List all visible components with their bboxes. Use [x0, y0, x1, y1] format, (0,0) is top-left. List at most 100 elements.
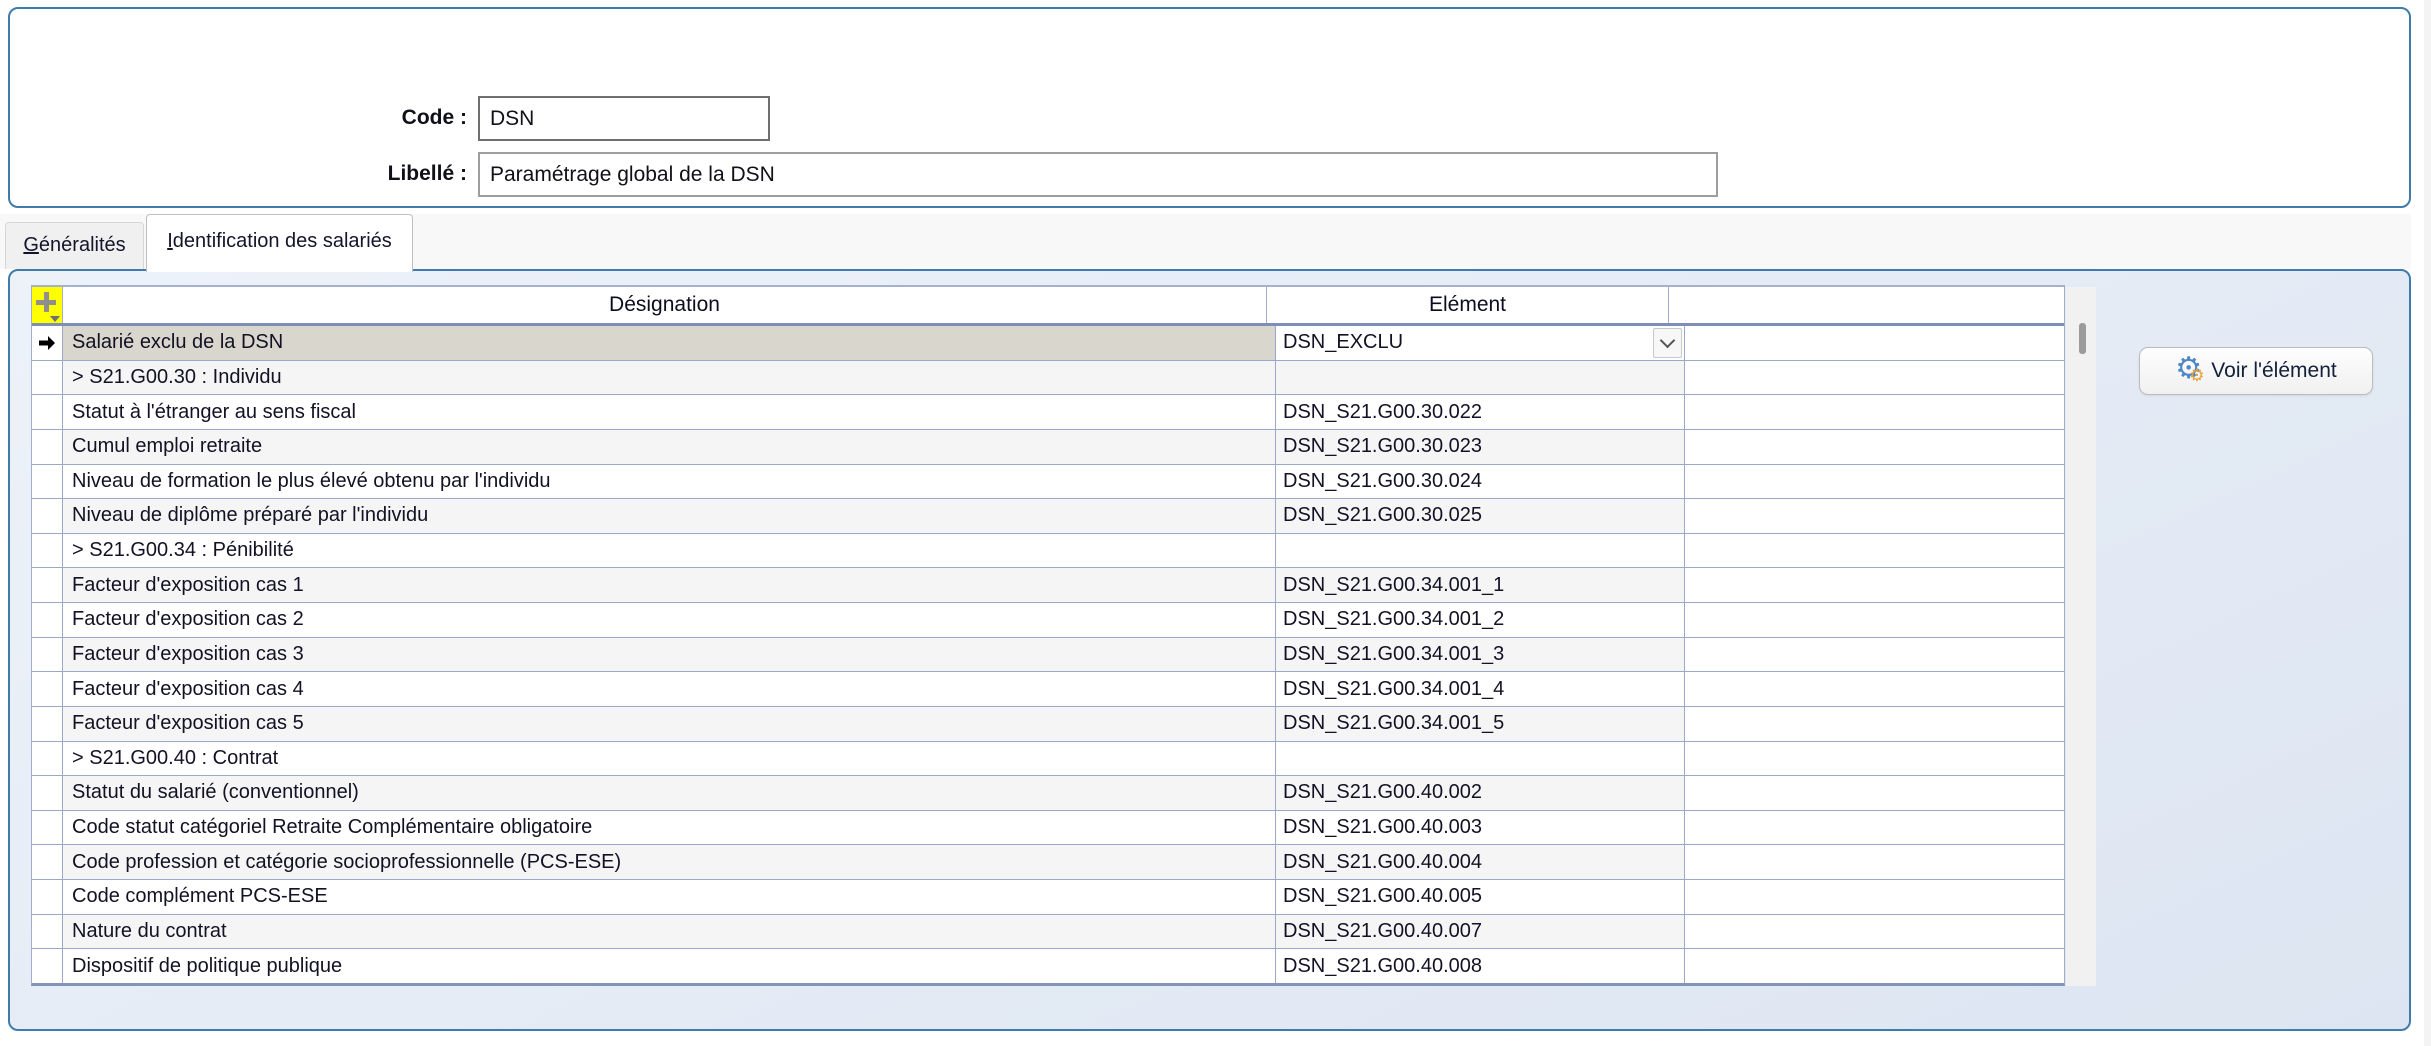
- table-row[interactable]: Facteur d'exposition cas 2 DSN_S21.G00.3…: [32, 603, 2064, 638]
- table-row[interactable]: Facteur d'exposition cas 4 DSN_S21.G00.3…: [32, 672, 2064, 707]
- row-selector-cell[interactable]: [32, 672, 63, 706]
- table-row[interactable]: Code profession et catégorie socioprofes…: [32, 845, 2064, 880]
- designation-cell[interactable]: > S21.G00.40 : Contrat: [63, 741, 1276, 776]
- row-selector-cell[interactable]: [32, 637, 63, 672]
- element-cell[interactable]: DSN_S21.G00.30.022: [1276, 395, 1685, 429]
- designation-cell[interactable]: Nature du contrat: [63, 914, 1276, 949]
- element-cell[interactable]: DSN_S21.G00.40.004: [1276, 845, 1685, 879]
- table-row[interactable]: Code complément PCS-ESE DSN_S21.G00.40.0…: [32, 880, 2064, 915]
- element-value: DSN_S21.G00.34.001_1: [1283, 573, 1505, 596]
- row-selector-cell[interactable]: [32, 741, 63, 776]
- table-row[interactable]: Facteur d'exposition cas 5 DSN_S21.G00.3…: [32, 706, 2064, 742]
- designation-cell[interactable]: Niveau de formation le plus élevé obtenu…: [63, 464, 1276, 499]
- blank-cell: [1685, 741, 2064, 776]
- vertical-scrollbar-thumb[interactable]: [2079, 323, 2086, 354]
- tab-generalites[interactable]: Généralités: [5, 222, 144, 269]
- libelle-field[interactable]: [478, 152, 1718, 197]
- designation-cell[interactable]: Dispositif de politique publique: [63, 949, 1276, 983]
- designation-cell[interactable]: Facteur d'exposition cas 1: [63, 568, 1276, 602]
- designation-cell[interactable]: Facteur d'exposition cas 3: [63, 637, 1276, 672]
- row-selector-cell[interactable]: [32, 776, 63, 810]
- row-selector-cell[interactable]: [32, 464, 63, 499]
- add-row-header-cell[interactable]: [32, 287, 63, 323]
- element-cell[interactable]: [1276, 741, 1685, 776]
- element-cell[interactable]: [1276, 533, 1685, 568]
- column-header-designation[interactable]: Désignation: [63, 287, 1267, 323]
- designation-cell[interactable]: Facteur d'exposition cas 2: [63, 603, 1276, 637]
- row-selector-cell[interactable]: [32, 533, 63, 568]
- designation-cell[interactable]: Code complément PCS-ESE: [63, 880, 1276, 914]
- row-selector-cell[interactable]: [32, 810, 63, 845]
- table-row[interactable]: Niveau de diplôme préparé par l'individu…: [32, 499, 2064, 534]
- element-cell[interactable]: DSN_S21.G00.40.007: [1276, 914, 1685, 949]
- designation-cell[interactable]: Code profession et catégorie socioprofes…: [63, 845, 1276, 879]
- element-dropdown-button[interactable]: [1653, 328, 1682, 358]
- table-row[interactable]: Statut à l'étranger au sens fiscal DSN_S…: [32, 395, 2064, 430]
- vertical-scrollbar[interactable]: [2066, 287, 2096, 986]
- column-header-blank: [1669, 287, 2064, 323]
- table-row[interactable]: > S21.G00.30 : Individu: [32, 360, 2064, 396]
- designation-cell[interactable]: Cumul emploi retraite: [63, 429, 1276, 464]
- designation-cell[interactable]: Statut du salarié (conventionnel): [63, 776, 1276, 810]
- table-row[interactable]: Dispositif de politique publique DSN_S21…: [32, 949, 2064, 983]
- designation-cell[interactable]: Facteur d'exposition cas 4: [63, 672, 1276, 706]
- blank-cell: [1685, 499, 2064, 533]
- element-cell[interactable]: DSN_S21.G00.30.023: [1276, 429, 1685, 464]
- element-cell[interactable]: DSN_S21.G00.40.005: [1276, 880, 1685, 914]
- table-row[interactable]: Cumul emploi retraite DSN_S21.G00.30.023: [32, 429, 2064, 465]
- element-cell[interactable]: DSN_S21.G00.40.002: [1276, 776, 1685, 810]
- element-cell[interactable]: DSN_S21.G00.30.024: [1276, 464, 1685, 499]
- element-value: DSN_S21.G00.34.001_4: [1283, 677, 1505, 700]
- element-cell[interactable]: DSN_S21.G00.34.001_5: [1276, 706, 1685, 741]
- table-row[interactable]: > S21.G00.34 : Pénibilité: [32, 533, 2064, 569]
- designation-cell[interactable]: > S21.G00.34 : Pénibilité: [63, 533, 1276, 568]
- blank-cell: [1685, 776, 2064, 810]
- table-row[interactable]: Code statut catégoriel Retraite Compléme…: [32, 810, 2064, 846]
- row-selector-cell[interactable]: [32, 603, 63, 637]
- row-selector-cell[interactable]: [32, 395, 63, 429]
- element-cell[interactable]: DSN_S21.G00.34.001_3: [1276, 637, 1685, 672]
- element-cell[interactable]: DSN_S21.G00.40.003: [1276, 810, 1685, 845]
- row-selector-cell[interactable]: [32, 914, 63, 949]
- designation-cell[interactable]: > S21.G00.30 : Individu: [63, 360, 1276, 395]
- code-field[interactable]: [478, 96, 770, 141]
- designation-cell[interactable]: Statut à l'étranger au sens fiscal: [63, 395, 1276, 429]
- table-row[interactable]: Niveau de formation le plus élevé obtenu…: [32, 464, 2064, 500]
- row-selector-cell[interactable]: [32, 880, 63, 914]
- table-row[interactable]: Nature du contrat DSN_S21.G00.40.007: [32, 914, 2064, 950]
- designation-cell[interactable]: Facteur d'exposition cas 5: [63, 706, 1276, 741]
- tab-generalites-label: énéralités: [38, 234, 126, 256]
- row-selector-cell[interactable]: [32, 845, 63, 879]
- element-cell[interactable]: DSN_EXCLU: [1276, 326, 1685, 360]
- table-row[interactable]: Facteur d'exposition cas 3 DSN_S21.G00.3…: [32, 637, 2064, 673]
- element-cell[interactable]: DSN_S21.G00.30.025: [1276, 499, 1685, 533]
- row-selector-cell[interactable]: [32, 360, 63, 395]
- blank-cell: [1685, 326, 2064, 360]
- element-cell[interactable]: DSN_S21.G00.34.001_4: [1276, 672, 1685, 706]
- tab-identification-des-salaries[interactable]: Identification des salariés: [146, 214, 413, 272]
- row-selector-cell[interactable]: [32, 949, 63, 983]
- row-selector-cell[interactable]: [32, 429, 63, 464]
- blank-cell: [1685, 880, 2064, 914]
- voir-element-button[interactable]: ⚙ ⚙ Voir l'élément: [2139, 347, 2373, 395]
- row-selector-cell[interactable]: [32, 326, 63, 360]
- table-row[interactable]: Salarié exclu de la DSN DSN_EXCLU: [32, 326, 2064, 361]
- designation-cell[interactable]: Niveau de diplôme préparé par l'individu: [63, 499, 1276, 533]
- row-selector-cell[interactable]: [32, 568, 63, 602]
- chevron-down-icon: [1659, 332, 1676, 349]
- row-selector-cell[interactable]: [32, 499, 63, 533]
- column-header-element[interactable]: Elément: [1267, 287, 1669, 323]
- blank-cell: [1685, 672, 2064, 706]
- table-row[interactable]: Statut du salarié (conventionnel) DSN_S2…: [32, 776, 2064, 811]
- designation-cell[interactable]: Code statut catégoriel Retraite Compléme…: [63, 810, 1276, 845]
- element-cell[interactable]: DSN_S21.G00.34.001_1: [1276, 568, 1685, 602]
- element-cell[interactable]: DSN_S21.G00.34.001_2: [1276, 603, 1685, 637]
- table-row[interactable]: > S21.G00.40 : Contrat: [32, 741, 2064, 777]
- element-cell[interactable]: [1276, 360, 1685, 395]
- table-row[interactable]: Facteur d'exposition cas 1 DSN_S21.G00.3…: [32, 568, 2064, 603]
- designation-cell[interactable]: Salarié exclu de la DSN: [63, 326, 1276, 360]
- blank-cell: [1685, 360, 2064, 395]
- blank-cell: [1685, 464, 2064, 499]
- element-cell[interactable]: DSN_S21.G00.40.008: [1276, 949, 1685, 983]
- row-selector-cell[interactable]: [32, 706, 63, 741]
